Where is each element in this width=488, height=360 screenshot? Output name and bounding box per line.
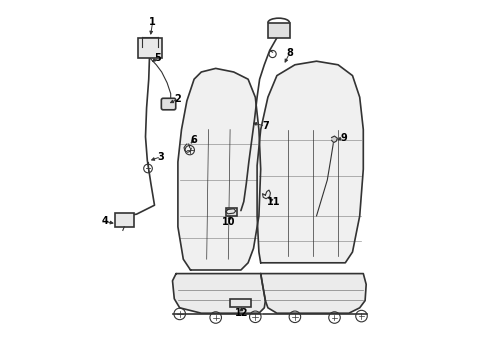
- FancyBboxPatch shape: [161, 98, 175, 110]
- Text: 11: 11: [267, 197, 280, 207]
- Text: 5: 5: [154, 53, 161, 63]
- Text: 9: 9: [340, 132, 346, 143]
- Text: 1: 1: [149, 17, 156, 27]
- Text: 2: 2: [174, 94, 181, 104]
- Polygon shape: [225, 209, 235, 214]
- Polygon shape: [172, 274, 265, 313]
- Text: 7: 7: [262, 121, 268, 131]
- Text: 8: 8: [285, 48, 292, 58]
- Text: 10: 10: [222, 217, 235, 228]
- Text: 3: 3: [157, 152, 164, 162]
- Polygon shape: [331, 136, 337, 143]
- Text: 12: 12: [234, 308, 248, 318]
- Text: 4: 4: [101, 216, 108, 226]
- Polygon shape: [257, 61, 363, 263]
- Polygon shape: [260, 274, 366, 313]
- Bar: [267, 23, 289, 38]
- Bar: [115, 213, 133, 227]
- Bar: [230, 299, 250, 307]
- Bar: [138, 38, 162, 58]
- Polygon shape: [178, 68, 260, 270]
- Text: 6: 6: [190, 135, 196, 145]
- Bar: [225, 208, 236, 216]
